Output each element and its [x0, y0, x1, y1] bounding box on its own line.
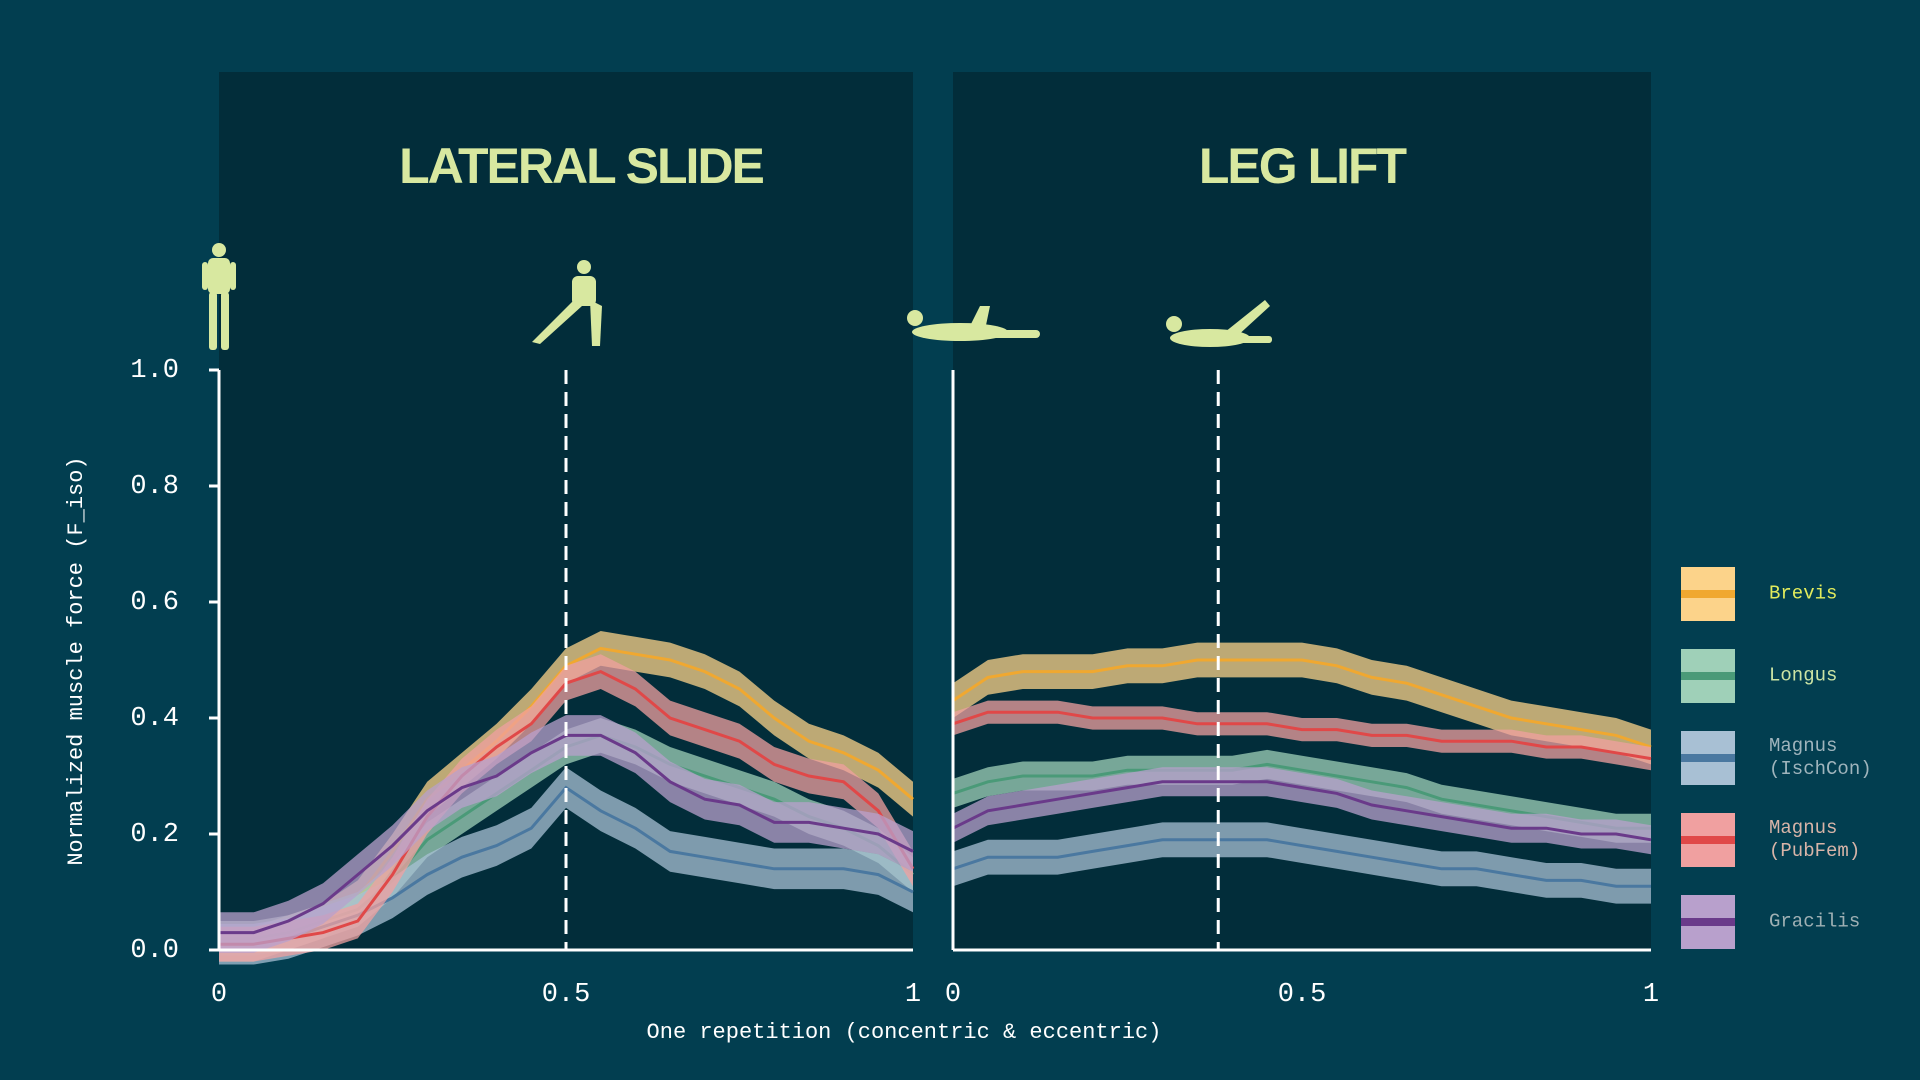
x-tick-label: 0	[211, 980, 227, 1010]
legend-label: Magnus (IschCon)	[1769, 735, 1872, 780]
series-line	[952, 710, 1652, 761]
error-band	[219, 767, 913, 965]
y-tick-label: 0.6	[130, 588, 179, 618]
error-band	[219, 715, 913, 953]
y-axis-label: Normalized muscle force (F_iso)	[64, 456, 89, 865]
legend-swatch-line	[1681, 590, 1735, 598]
legend-swatch-line	[1681, 836, 1735, 844]
series-group	[219, 631, 915, 965]
leg-lift-figure	[1166, 300, 1272, 347]
legend-swatch-line	[1681, 754, 1735, 762]
error-band	[953, 822, 1651, 904]
x-axis-label: One repetition (concentric & eccentric)	[647, 1020, 1162, 1045]
lunge-figure	[532, 260, 602, 346]
legend-swatch-line	[1681, 672, 1735, 680]
series-line	[952, 658, 1652, 749]
panel-title: LEG LIFT	[1199, 138, 1407, 194]
y-tick-label: 0.8	[130, 472, 179, 502]
x-tick-label: 0.5	[1278, 980, 1327, 1010]
panel-title: LATERAL SLIDE	[399, 138, 763, 194]
series-line	[952, 838, 1651, 888]
legend-label: Brevis	[1769, 582, 1838, 605]
series-group	[952, 642, 1652, 904]
lying-figure	[907, 306, 1040, 341]
series-line	[952, 780, 1652, 842]
error-band	[219, 654, 913, 962]
y-tick-label: 0.0	[130, 936, 179, 966]
legend-label: Longus	[1769, 664, 1838, 687]
error-band	[953, 642, 1651, 765]
legend-label: Magnus (PubFem)	[1769, 817, 1861, 862]
legend-swatch-line	[1681, 918, 1735, 926]
x-tick-label: 1	[905, 980, 921, 1010]
y-tick-label: 1.0	[130, 356, 179, 386]
y-tick-label: 0.4	[130, 704, 179, 734]
standing-figure	[202, 243, 236, 350]
x-tick-label: 0.5	[542, 980, 591, 1010]
x-tick-label: 0	[945, 980, 961, 1010]
y-tick-label: 0.2	[130, 820, 179, 850]
x-tick-label: 1	[1643, 980, 1659, 1010]
legend-label: Gracilis	[1769, 910, 1861, 933]
